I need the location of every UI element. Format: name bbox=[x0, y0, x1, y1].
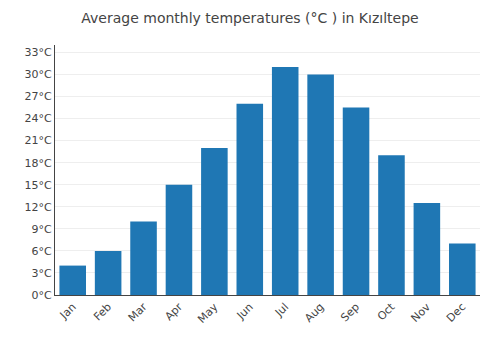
svg-text:27°C: 27°C bbox=[25, 90, 52, 103]
svg-text:33°C: 33°C bbox=[25, 46, 52, 59]
svg-text:Dec: Dec bbox=[444, 301, 468, 325]
svg-text:24°C: 24°C bbox=[25, 112, 52, 125]
svg-text:Feb: Feb bbox=[91, 301, 114, 324]
svg-text:6°C: 6°C bbox=[32, 245, 52, 258]
svg-text:Sep: Sep bbox=[338, 301, 362, 325]
svg-text:Jan: Jan bbox=[57, 301, 79, 323]
svg-text:Oct: Oct bbox=[375, 300, 398, 323]
svg-text:9°C: 9°C bbox=[32, 223, 52, 236]
svg-text:21°C: 21°C bbox=[25, 134, 52, 147]
svg-text:Nov: Nov bbox=[409, 300, 434, 325]
svg-text:Jul: Jul bbox=[272, 301, 291, 320]
svg-text:12°C: 12°C bbox=[25, 201, 52, 214]
svg-text:3°C: 3°C bbox=[32, 267, 52, 280]
svg-text:30°C: 30°C bbox=[25, 68, 52, 81]
svg-text:18°C: 18°C bbox=[25, 157, 52, 170]
svg-text:Jun: Jun bbox=[234, 300, 256, 322]
svg-text:May: May bbox=[195, 300, 221, 326]
svg-text:Aug: Aug bbox=[302, 301, 326, 325]
svg-text:15°C: 15°C bbox=[25, 179, 52, 192]
svg-text:Apr: Apr bbox=[162, 300, 185, 323]
svg-text:Average monthly temperatures (: Average monthly temperatures (°C ) in Kı… bbox=[81, 10, 418, 26]
svg-text:Mar: Mar bbox=[126, 300, 150, 324]
svg-text:0°C: 0°C bbox=[32, 289, 52, 302]
